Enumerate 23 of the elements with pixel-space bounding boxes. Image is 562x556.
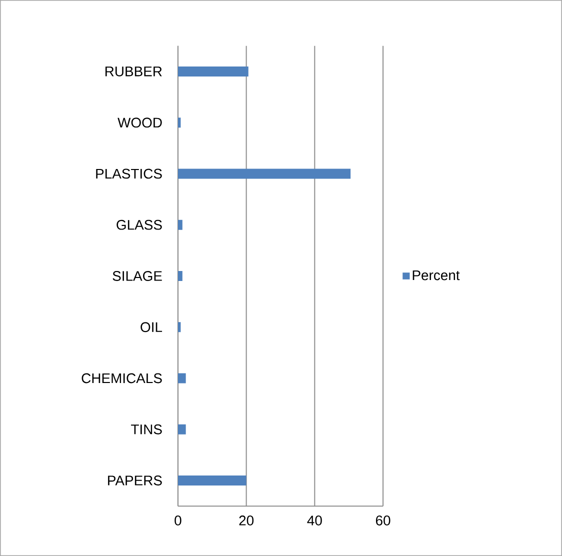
y-tick-label: GLASS [116,220,162,230]
bar [178,476,246,486]
bar [178,168,351,179]
x-tick-label: 20 [239,516,254,526]
y-tick-label: PLASTICS [96,168,162,179]
x-tick-label: 60 [376,516,390,526]
legend-label: Percent [412,270,460,280]
bar [178,118,181,128]
y-tick-label: RUBBER [105,66,162,76]
bar [178,373,186,384]
y-tick-label: WOOD [118,118,162,128]
bar [178,424,186,434]
bar [178,270,182,281]
y-tick-label: TINS [131,424,162,434]
y-tick-label: SILAGE [112,271,162,281]
y-tick-label: OIL [140,322,162,332]
y-tick-label: PAPERS [108,476,162,486]
x-tick-label: 40 [307,516,322,526]
y-tick-label: CHEMICALS [82,373,162,384]
bar [178,220,182,230]
bar [178,322,181,332]
bar [178,66,248,76]
x-tick-label: 0 [174,516,182,526]
